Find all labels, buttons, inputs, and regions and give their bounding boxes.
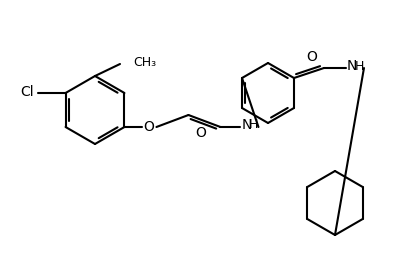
Text: O: O bbox=[143, 120, 154, 134]
Text: Cl: Cl bbox=[21, 85, 34, 99]
Text: O: O bbox=[306, 50, 318, 64]
Text: CH₃: CH₃ bbox=[133, 55, 156, 69]
Text: H: H bbox=[355, 59, 364, 73]
Text: H: H bbox=[248, 118, 258, 132]
Text: N: N bbox=[242, 118, 252, 132]
Text: N: N bbox=[347, 59, 357, 73]
Text: O: O bbox=[195, 126, 206, 140]
